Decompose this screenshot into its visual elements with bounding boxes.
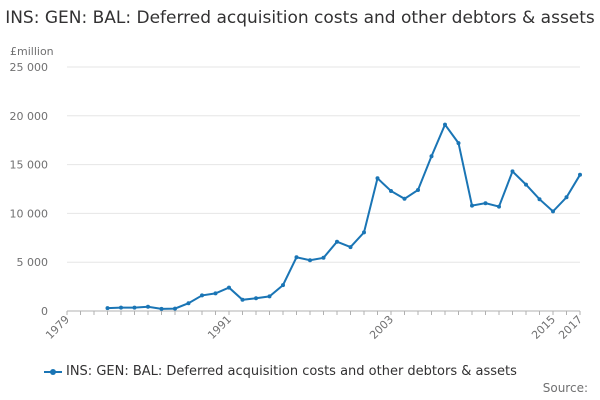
data-point[interactable] [497,204,501,209]
data-point[interactable] [402,196,407,201]
data-point[interactable] [483,201,488,206]
legend-swatch-icon [44,367,62,377]
data-point[interactable] [240,297,245,302]
chart-title: INS: GEN: BAL: Deferred acquisition cost… [5,8,595,28]
y-tick-label: 10 000 [10,207,49,220]
x-tick-label: 2003 [367,313,396,342]
data-point[interactable] [578,172,582,177]
x-tick-label: 1991 [205,313,234,342]
data-point[interactable] [146,304,150,309]
data-point[interactable] [375,176,380,181]
data-point[interactable] [564,195,569,200]
data-point[interactable] [294,255,299,260]
data-point[interactable] [510,169,515,174]
data-point[interactable] [551,209,555,214]
data-point[interactable] [524,182,528,187]
y-tick-label: 5 000 [17,256,49,269]
series-points [105,122,582,311]
data-point[interactable] [348,245,353,250]
y-tick-label: 20 000 [10,110,49,123]
data-point[interactable] [105,306,110,311]
data-point[interactable] [227,285,231,290]
data-point[interactable] [456,141,461,146]
x-tick-label: 2015 [529,313,558,342]
data-point[interactable] [119,305,123,310]
source-label: Source: [542,381,588,395]
gridlines [67,66,580,263]
x-axis [66,310,581,315]
data-point[interactable] [213,291,218,296]
data-point[interactable] [321,255,326,260]
y-tick-label: 15 000 [10,159,49,172]
legend-label: INS: GEN: BAL: Deferred acquisition cost… [66,364,517,379]
data-point[interactable] [281,283,285,288]
y-tick-label: 0 [41,305,48,318]
data-point[interactable] [416,188,420,192]
data-point[interactable] [308,258,312,263]
data-point[interactable] [173,306,177,311]
data-point[interactable] [362,230,366,235]
y-axis-ticks: 0 5 000 10 000 15 000 20 000 25 000 [10,61,49,318]
data-point[interactable] [429,154,434,159]
data-point[interactable] [470,203,474,208]
data-point[interactable] [200,293,204,298]
x-tick-label: 2017 [556,313,585,342]
data-point[interactable] [443,122,447,127]
data-point[interactable] [335,239,339,244]
data-point[interactable] [159,306,164,311]
data-point[interactable] [267,294,272,299]
series-line [107,122,581,310]
y-axis-unit-label: £million [10,45,54,58]
y-tick-label: 25 000 [10,61,49,74]
data-point[interactable] [186,301,191,306]
data-point[interactable] [389,189,393,193]
data-point[interactable] [132,305,137,310]
data-point[interactable] [254,296,258,301]
legend[interactable]: INS: GEN: BAL: Deferred acquisition cost… [44,364,517,379]
data-point[interactable] [537,197,542,202]
